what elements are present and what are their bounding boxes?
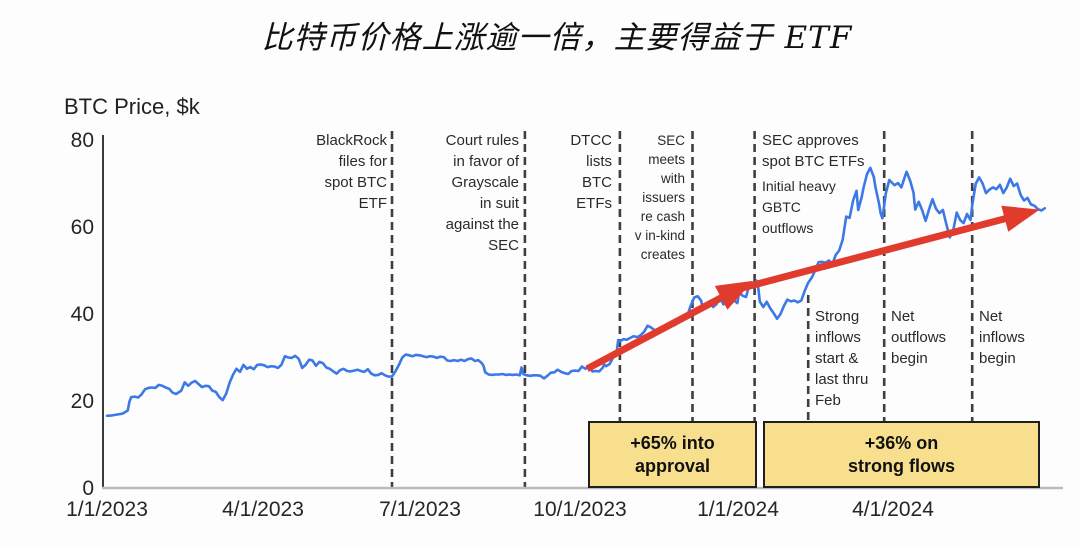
price-polyline [105,166,1047,418]
annotation-sec-meets: SEC meets with issuers re cash v in-kind… [634,133,685,262]
annotation-net-outflows: Net outflows begin [891,308,947,367]
x-tick-10-1-2023: 10/1/2023 [533,498,627,521]
annotation-net-inflows: Net inflows begin [979,308,1025,367]
y-tick-0: 0 [82,477,94,500]
trend-arrow-shaft-0 [585,291,729,372]
annotation-court-rules: Court rules in favor of Grayscale in sui… [445,132,519,254]
x-tick-4-1-2023: 4/1/2023 [222,498,304,521]
x-tick-7-1-2023: 7/1/2023 [379,498,461,521]
y-tick-20: 20 [70,390,94,413]
y-tick-40: 40 [70,303,94,326]
trend-arrows [585,205,1040,372]
annotation-blackrock-files: BlackRock files for spot BTC ETF [316,132,387,212]
callout-65-pct-into-approval: +65% into approval [588,421,757,488]
y-tick-80: 80 [70,129,94,152]
annotation-gbtc-outflows: Initial heavy GBTC outflows [762,178,836,236]
annotation-sec-approves: SEC approves spot BTC ETFs [762,132,865,170]
x-tick-4-1-2024: 4/1/2024 [852,498,934,521]
btc-price-line [105,166,1047,418]
x-tick-1-1-2024: 1/1/2024 [697,498,779,521]
trend-arrow-head-1 [1001,205,1040,232]
y-tick-60: 60 [70,216,94,239]
y-axis-title: BTC Price, $k [64,94,200,119]
callout-36-pct-strong-flows: +36% on strong flows [763,421,1040,488]
annotation-strong-inflows: Strong inflows start & last thru Feb [815,308,869,409]
x-tick-1-1-2023: 1/1/2023 [66,498,148,521]
chart-title: 比特币价格上涨逾一倍，主要得益于 ETF [261,20,853,56]
annotation-dtcc-lists: DTCC lists BTC ETFs [570,132,612,212]
trend-arrow-shaft-1 [736,213,1012,293]
